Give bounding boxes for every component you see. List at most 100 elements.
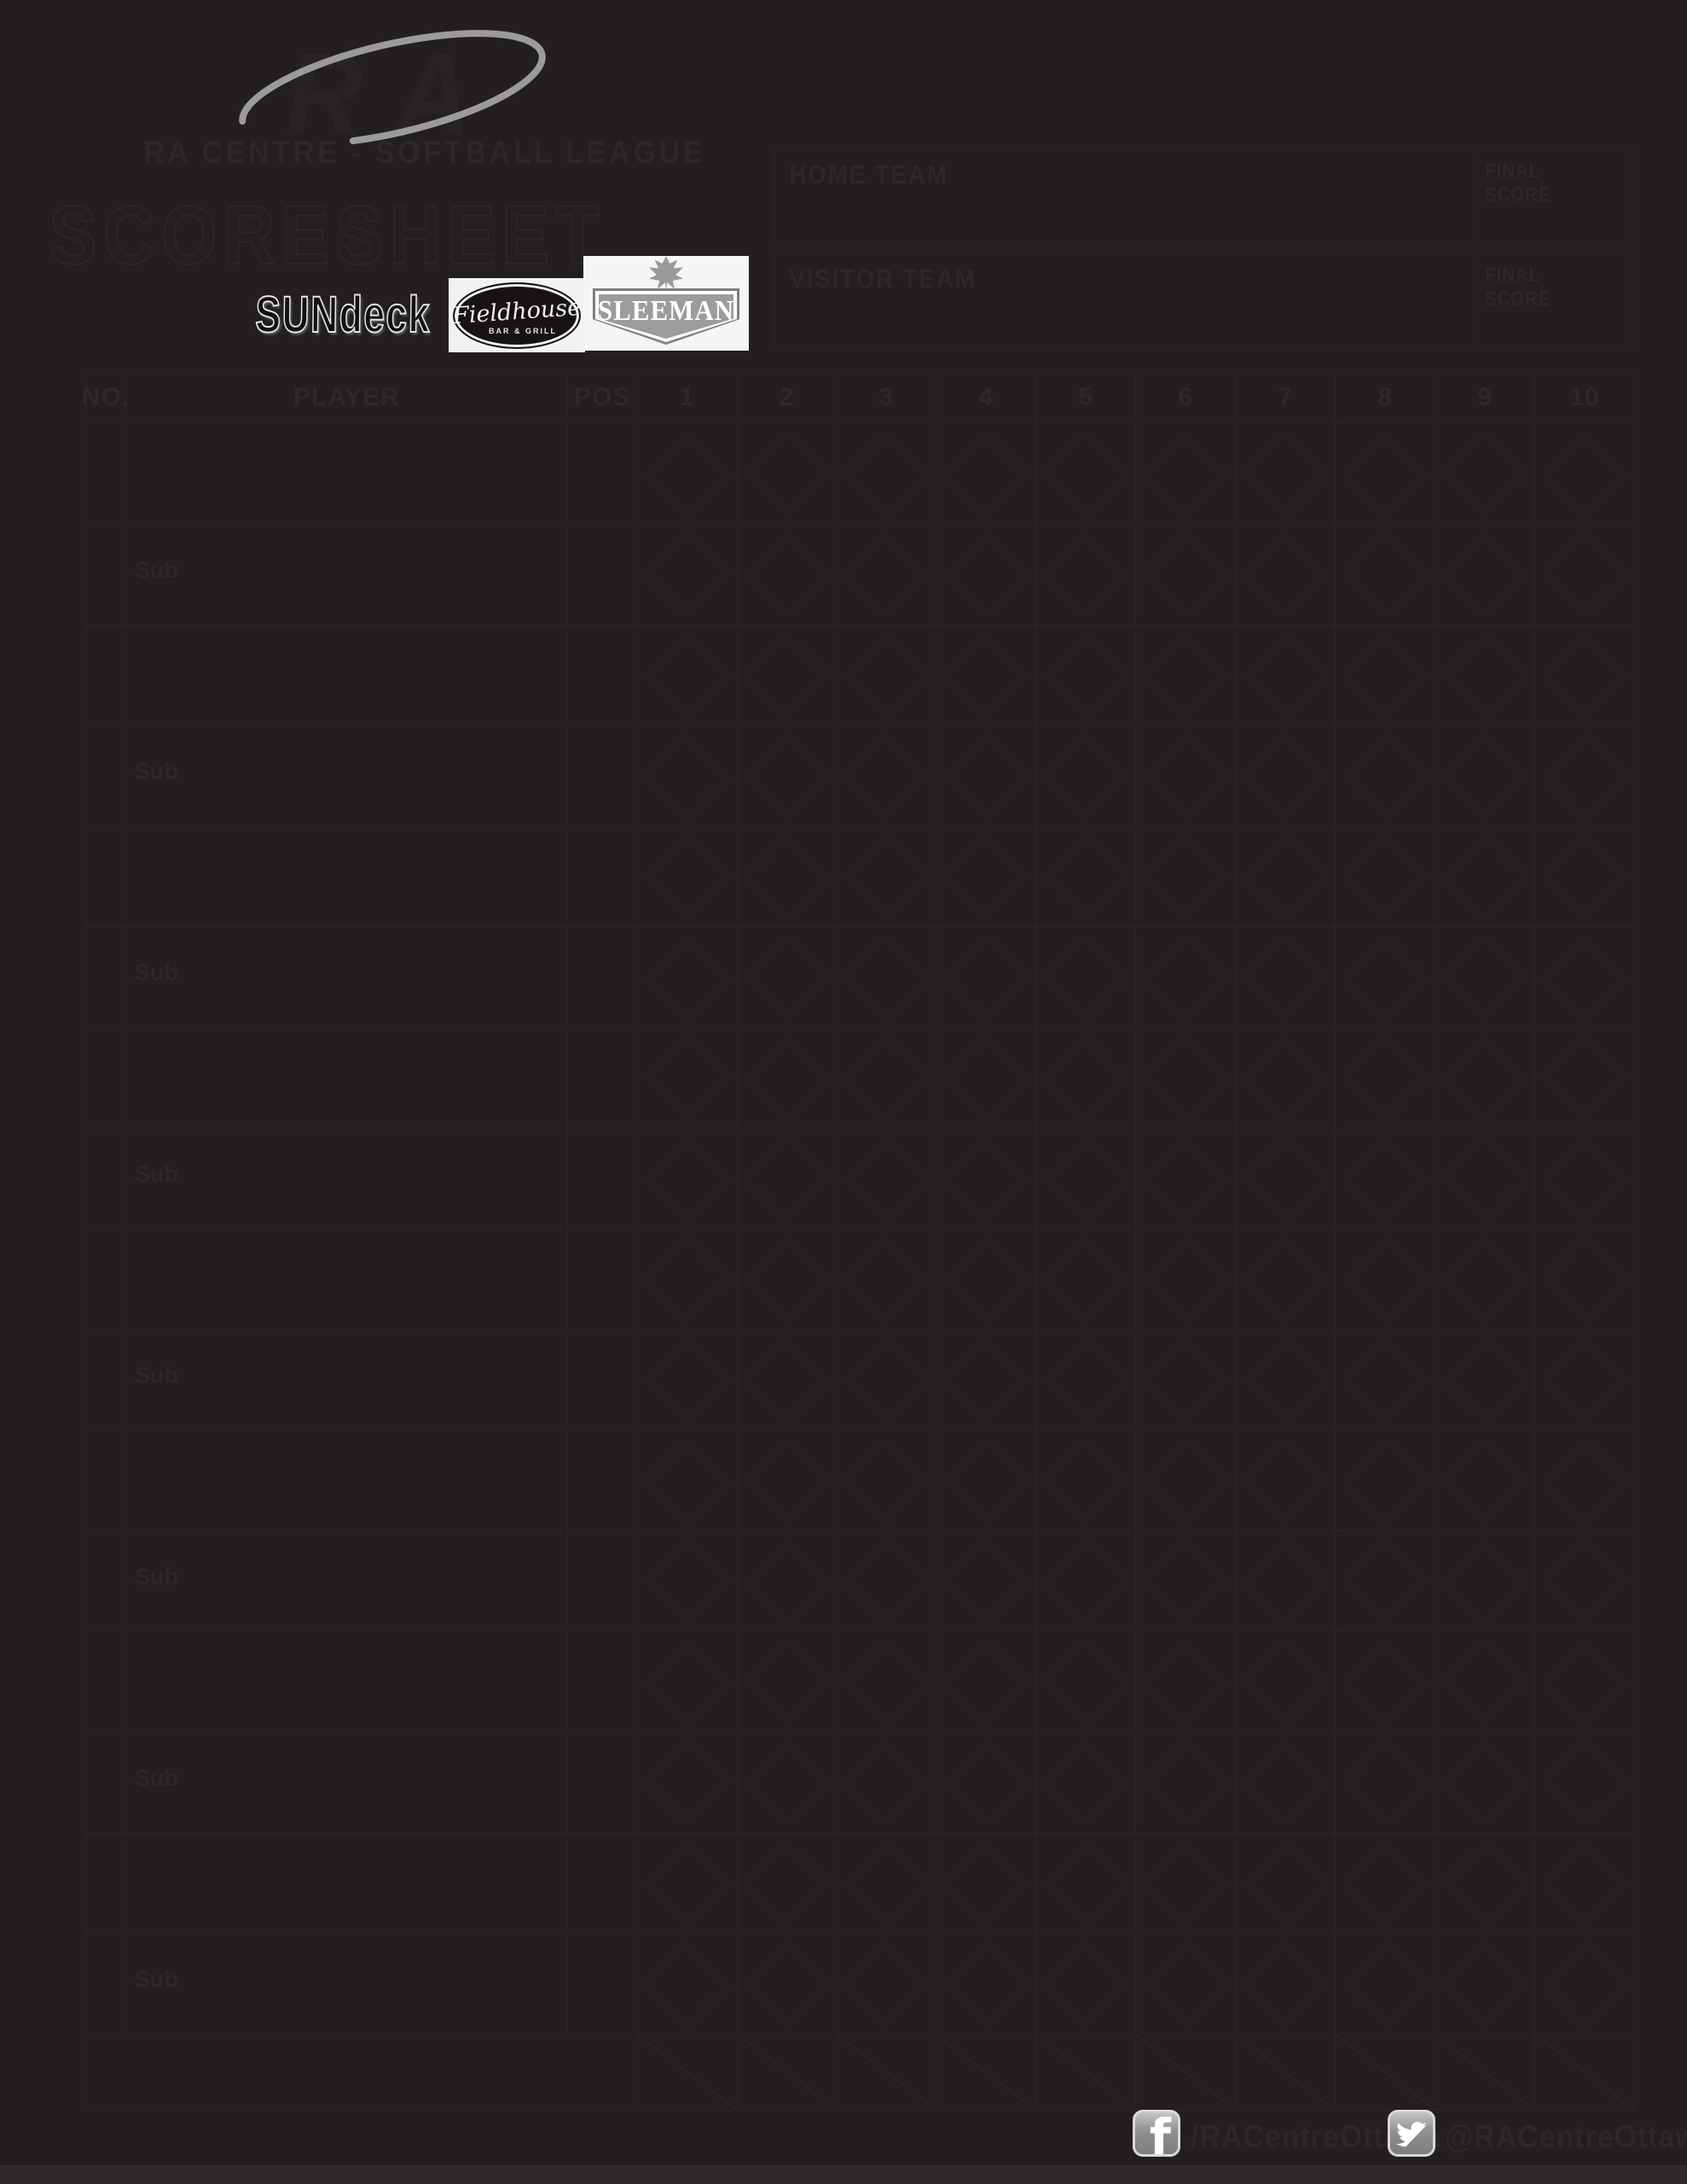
grid-cell[interactable] bbox=[1236, 726, 1336, 826]
grid-cell[interactable] bbox=[936, 1330, 1037, 1430]
grid-cell[interactable] bbox=[1535, 2035, 1636, 2110]
grid-cell[interactable] bbox=[1036, 1934, 1137, 2034]
grid-cell[interactable] bbox=[638, 525, 738, 624]
grid-cell[interactable]: Sub bbox=[126, 726, 568, 826]
grid-cell[interactable] bbox=[1036, 1129, 1137, 1228]
grid-cell[interactable] bbox=[1435, 1833, 1536, 1933]
grid-cell[interactable] bbox=[738, 1934, 838, 2034]
grid-cell[interactable] bbox=[1535, 1229, 1636, 1329]
grid-cell[interactable] bbox=[126, 1028, 568, 1128]
grid-cell[interactable] bbox=[1435, 1632, 1536, 1732]
grid-cell[interactable] bbox=[568, 1632, 638, 1732]
grid-cell[interactable] bbox=[638, 1129, 738, 1228]
grid-cell[interactable] bbox=[838, 927, 937, 1027]
grid-cell[interactable] bbox=[1136, 1934, 1237, 2034]
grid-cell[interactable] bbox=[1236, 424, 1336, 524]
grid-cell[interactable] bbox=[638, 726, 738, 826]
grid-cell[interactable] bbox=[738, 1229, 838, 1329]
grid-cell[interactable] bbox=[1535, 1632, 1636, 1732]
grid-cell[interactable] bbox=[638, 625, 738, 725]
grid-cell[interactable] bbox=[1236, 525, 1336, 624]
grid-cell[interactable] bbox=[1136, 1833, 1237, 1933]
grid-cell[interactable] bbox=[1435, 1028, 1536, 1128]
grid-cell[interactable] bbox=[1535, 927, 1636, 1027]
grid-cell[interactable] bbox=[738, 424, 838, 524]
grid-cell[interactable] bbox=[86, 1330, 126, 1430]
grid-cell[interactable] bbox=[1236, 625, 1336, 725]
grid-cell[interactable] bbox=[936, 1129, 1037, 1228]
grid-cell[interactable] bbox=[738, 1028, 838, 1128]
grid-cell[interactable] bbox=[1336, 1330, 1436, 1430]
grid-cell[interactable] bbox=[568, 1431, 638, 1531]
grid-cell[interactable] bbox=[936, 827, 1037, 926]
grid-cell[interactable] bbox=[1336, 1833, 1436, 1933]
grid-cell[interactable]: Sub bbox=[126, 1934, 568, 2034]
grid-cell[interactable] bbox=[936, 2035, 1037, 2110]
grid-cell[interactable] bbox=[936, 1934, 1037, 2034]
grid-cell[interactable] bbox=[638, 1733, 738, 1833]
grid-cell[interactable] bbox=[1336, 625, 1436, 725]
grid-cell[interactable] bbox=[838, 625, 937, 725]
grid-cell[interactable] bbox=[1535, 625, 1636, 725]
grid-cell[interactable] bbox=[838, 1934, 937, 2034]
grid-cell[interactable] bbox=[1535, 1531, 1636, 1631]
grid-cell[interactable] bbox=[1036, 1431, 1137, 1531]
grid-cell[interactable] bbox=[1435, 1129, 1536, 1228]
grid-cell[interactable] bbox=[1136, 726, 1237, 826]
grid-cell[interactable] bbox=[1336, 1934, 1436, 2034]
grid-cell[interactable]: Sub bbox=[126, 1733, 568, 1833]
grid-cell[interactable] bbox=[126, 1833, 568, 1933]
grid-cell[interactable] bbox=[1036, 625, 1137, 725]
grid-cell[interactable] bbox=[1036, 1833, 1137, 1933]
grid-cell[interactable] bbox=[1435, 2035, 1536, 2110]
grid-cell[interactable] bbox=[1136, 1129, 1237, 1228]
grid-cell[interactable] bbox=[738, 1733, 838, 1833]
grid-cell[interactable] bbox=[638, 1833, 738, 1933]
grid-cell[interactable] bbox=[126, 625, 568, 725]
grid-cell[interactable] bbox=[638, 1531, 738, 1631]
grid-cell[interactable] bbox=[738, 1632, 838, 1732]
visitor-final-score-box[interactable]: FINAL SCORE bbox=[1477, 252, 1609, 348]
grid-cell[interactable] bbox=[738, 625, 838, 725]
grid-cell[interactable] bbox=[838, 1431, 937, 1531]
grid-cell[interactable] bbox=[838, 1531, 937, 1631]
grid-cell[interactable] bbox=[1535, 1330, 1636, 1430]
grid-cell[interactable] bbox=[936, 1632, 1037, 1732]
grid-cell[interactable] bbox=[936, 1733, 1037, 1833]
grid-cell[interactable] bbox=[936, 726, 1037, 826]
grid-cell[interactable] bbox=[1435, 1531, 1536, 1631]
grid-cell[interactable] bbox=[1535, 1833, 1636, 1933]
grid-cell[interactable] bbox=[568, 1531, 638, 1631]
grid-cell[interactable] bbox=[1236, 927, 1336, 1027]
grid-cell[interactable] bbox=[738, 726, 838, 826]
grid-cell[interactable] bbox=[1336, 525, 1436, 624]
grid-cell[interactable] bbox=[838, 1229, 937, 1329]
grid-cell[interactable] bbox=[1236, 1531, 1336, 1631]
grid-cell[interactable] bbox=[1535, 1934, 1636, 2034]
grid-cell[interactable] bbox=[1435, 525, 1536, 624]
grid-cell[interactable] bbox=[86, 2035, 638, 2110]
grid-cell[interactable] bbox=[1136, 625, 1237, 725]
grid-cell[interactable] bbox=[1336, 2035, 1436, 2110]
grid-cell[interactable] bbox=[1036, 525, 1137, 624]
home-final-score-box[interactable]: FINAL SCORE bbox=[1477, 148, 1609, 244]
grid-cell[interactable] bbox=[1435, 424, 1536, 524]
grid-cell[interactable] bbox=[126, 424, 568, 524]
grid-cell[interactable] bbox=[1136, 424, 1237, 524]
grid-cell[interactable] bbox=[1036, 927, 1137, 1027]
grid-cell[interactable] bbox=[1336, 927, 1436, 1027]
grid-cell[interactable] bbox=[1036, 1028, 1137, 1128]
grid-cell[interactable] bbox=[1336, 1229, 1436, 1329]
grid-cell[interactable] bbox=[838, 1833, 937, 1933]
grid-cell[interactable] bbox=[1336, 726, 1436, 826]
grid-cell[interactable] bbox=[1136, 1330, 1237, 1430]
grid-cell[interactable] bbox=[637, 2035, 738, 2110]
grid-cell[interactable] bbox=[568, 1733, 638, 1833]
grid-cell[interactable] bbox=[1435, 1934, 1536, 2034]
grid-cell[interactable] bbox=[86, 827, 126, 926]
grid-cell[interactable] bbox=[1036, 1632, 1137, 1732]
grid-cell[interactable] bbox=[568, 525, 638, 624]
grid-cell[interactable] bbox=[126, 1431, 568, 1531]
grid-cell[interactable] bbox=[1535, 827, 1636, 926]
grid-cell[interactable] bbox=[86, 1431, 126, 1531]
